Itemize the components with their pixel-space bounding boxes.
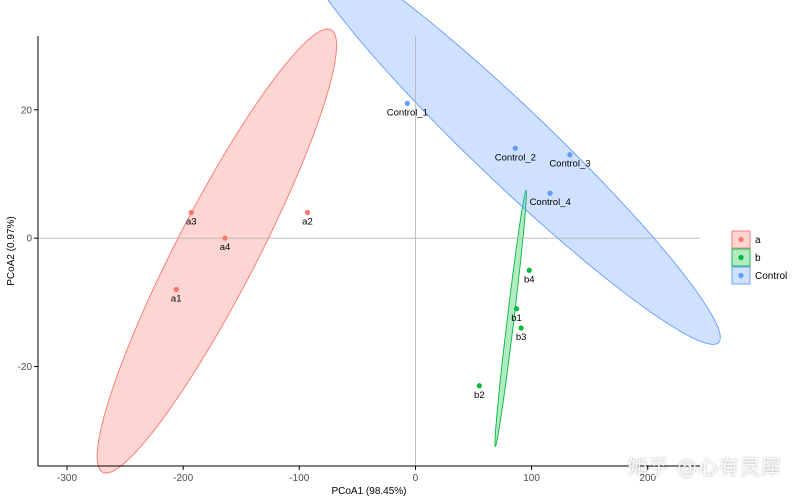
legend: ab Control: [731, 230, 787, 285]
y-axis-title: PCoA2 (0.97%): [6, 216, 17, 285]
data-points: [173, 100, 573, 389]
point-a2: [304, 209, 311, 216]
x-tick-label: 100: [523, 473, 540, 484]
point-b1: [513, 306, 520, 312]
ellipse-a: [96, 28, 338, 474]
x-tick-label: 200: [639, 473, 656, 484]
label-control_4: Control_4: [530, 197, 571, 208]
x-tick-label: -200: [173, 473, 193, 484]
x-tick-label: -100: [289, 473, 309, 484]
ellipse-control: [327, 0, 721, 345]
reference-lines: [38, 36, 700, 466]
point-control_2: [512, 145, 518, 151]
point-a1: [173, 286, 179, 293]
point-labels: a1 a3 a2 a4 b2 b1 b3 b4 Control_1 Control_2 Contro…: [171, 107, 591, 400]
label-b3: b3: [516, 332, 527, 343]
watermark: 知乎 @心有灵犀: [627, 455, 782, 479]
label-control_1: Control_1: [387, 107, 428, 118]
label-b4: b4: [524, 274, 535, 285]
legend-dot-a: [738, 236, 744, 243]
label-control_3: Control_3: [549, 159, 590, 170]
point-b3: [518, 325, 524, 331]
confidence-ellipses: [96, 0, 721, 474]
label-control_2: Control_2: [495, 152, 536, 163]
x-axis-title: PCoA1 (98.45%): [331, 486, 406, 497]
legend-label-control: Control: [755, 271, 787, 282]
label-a1: a1: [171, 294, 182, 305]
ellipse-b: [494, 189, 527, 447]
label-b2: b2: [474, 390, 485, 401]
x-tick-label: -300: [57, 473, 77, 484]
y-tick-label: -20: [18, 362, 33, 373]
point-control_3: [567, 152, 573, 158]
point-b4: [526, 267, 532, 273]
point-b2: [476, 383, 482, 389]
label-a3: a3: [186, 216, 197, 227]
y-tick-label: 20: [21, 105, 33, 116]
label-b1: b1: [511, 313, 522, 324]
legend-dot-b: [738, 254, 744, 261]
label-a2: a2: [302, 216, 313, 227]
legend-label-a: a: [755, 235, 761, 246]
point-a3: [188, 209, 194, 216]
point-a4: [222, 235, 228, 241]
point-control_1: [404, 100, 410, 106]
label-a4: a4: [220, 242, 231, 253]
legend-label-b: b: [755, 253, 761, 264]
legend-dot-control: [738, 272, 744, 279]
x-tick-label: 0: [413, 473, 419, 484]
point-control_4: [547, 190, 553, 196]
y-tick-label: 0: [26, 234, 32, 245]
